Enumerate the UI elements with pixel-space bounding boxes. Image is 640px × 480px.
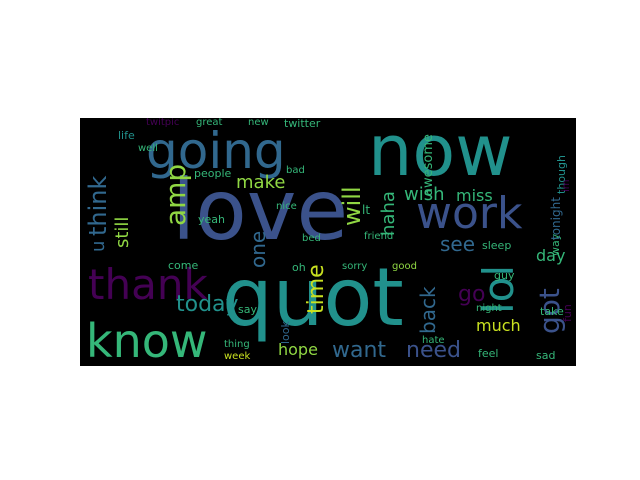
word-nice: nice <box>276 201 297 212</box>
word-day: day <box>536 246 566 265</box>
word-u: u <box>88 240 109 252</box>
word-still: still <box>112 216 133 248</box>
word-great: great <box>196 118 223 128</box>
word-new: new <box>248 118 269 128</box>
word-twitter: twitter <box>284 118 321 130</box>
word-back: back <box>416 286 440 334</box>
word-friend: friend <box>364 231 394 242</box>
word-quot: quot <box>222 251 404 344</box>
word-sad: hate <box>422 335 445 346</box>
word-bed: bed <box>302 233 321 244</box>
word-cloud: love now quot going work know thank lol … <box>80 118 576 366</box>
word-wish: wish <box>404 184 445 205</box>
word-today: today <box>176 292 239 317</box>
word-miss: miss <box>456 186 493 205</box>
word-guy: guy <box>494 269 515 282</box>
word-im: tonight <box>549 197 563 240</box>
word-amp: amp <box>159 163 192 226</box>
word-hope: hope <box>278 340 318 359</box>
word-well: well <box>138 143 158 154</box>
word-hate: take <box>540 305 564 318</box>
word-love: love <box>172 161 349 259</box>
word-twitpic: twitpic <box>146 118 180 128</box>
word-see: see <box>440 232 476 256</box>
word-make: make <box>236 172 286 193</box>
word-now: now <box>368 118 513 192</box>
word-go: go <box>458 282 486 307</box>
word-come: come <box>168 259 199 272</box>
word-say: say <box>238 303 257 316</box>
word-look: feel <box>478 347 499 360</box>
word-much: much <box>476 316 521 335</box>
word-oh: oh <box>292 261 306 274</box>
word-feel: sad <box>536 349 556 362</box>
word-sleep: sleep <box>482 239 512 252</box>
word-going: going <box>146 122 286 180</box>
word-life: life <box>118 129 135 142</box>
word-haha: haha <box>378 191 399 236</box>
word-one: one <box>246 230 270 268</box>
word-thank: thank <box>88 260 208 309</box>
word-sorry: sorry <box>342 261 368 272</box>
word-want: want <box>332 338 387 363</box>
word-need: need <box>406 338 461 363</box>
word-week: week <box>224 351 251 362</box>
word-think: think <box>84 175 112 236</box>
word-will: will <box>338 186 366 226</box>
word-people: people <box>194 167 232 180</box>
word-lt: lt <box>362 203 371 217</box>
word-time: time <box>304 264 329 314</box>
word-work: work <box>416 188 523 239</box>
word-good: good <box>392 261 417 272</box>
word-know: know <box>86 314 208 366</box>
word-thing: thing <box>224 339 250 350</box>
word-yeah: yeah <box>198 213 225 226</box>
word-way: night <box>476 303 502 314</box>
word-fun: im <box>561 179 572 192</box>
word-bad: bad <box>286 165 305 176</box>
